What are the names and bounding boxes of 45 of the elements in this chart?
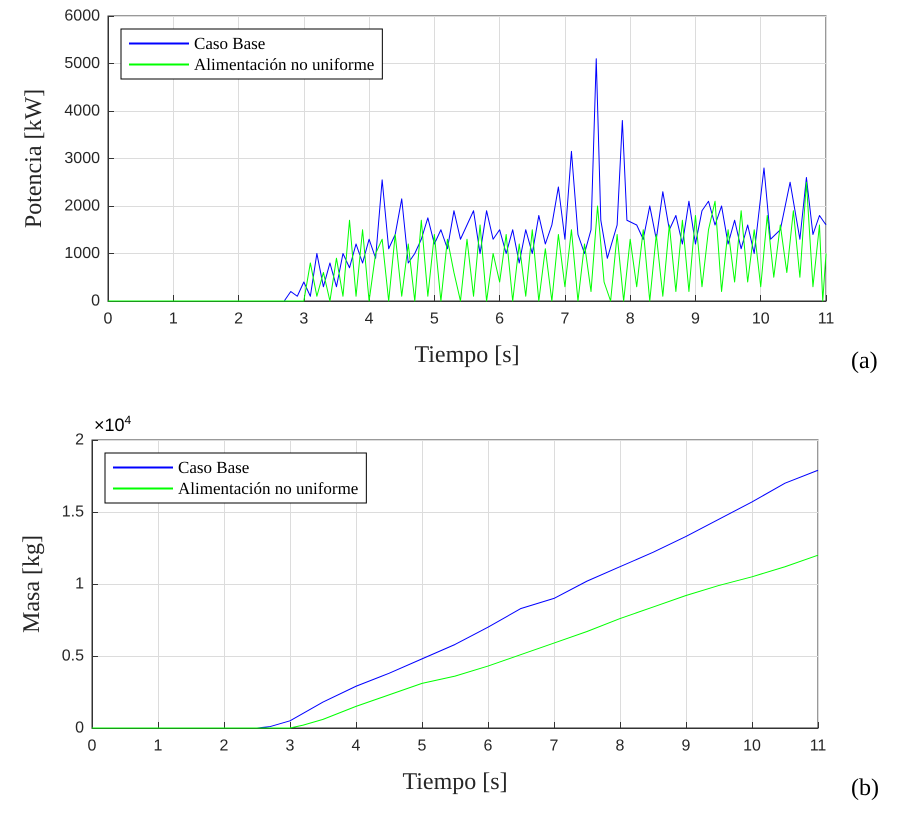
y-tick-label: 1000 (64, 245, 100, 262)
x-tick-label: 10 (752, 310, 770, 328)
x-tick-label: 7 (560, 310, 570, 328)
x-tick-label: 8 (616, 738, 625, 754)
x-tick-label: 4 (352, 738, 361, 754)
x-tick-label: 9 (691, 310, 700, 328)
y-tick-label: 5000 (64, 55, 100, 72)
y-axis-title: Potencia [kW] (21, 88, 47, 228)
y-tick-label: 0 (91, 292, 100, 310)
y-tick-label: 6000 (64, 8, 100, 24)
y-tick-label: 0 (75, 720, 84, 736)
legend-label: Caso Base (178, 458, 250, 477)
x-tick-label: 6 (484, 738, 493, 754)
x-tick-label: 5 (418, 738, 427, 754)
y-tick-label: 1.5 (62, 504, 84, 520)
y-tick-label: 2000 (64, 198, 100, 214)
x-tick-label: 1 (154, 738, 163, 754)
x-tick-label: 5 (430, 310, 439, 328)
x-tick-label: 0 (104, 310, 113, 328)
y-tick-label: 0.5 (62, 648, 84, 664)
x-tick-label: 2 (234, 310, 244, 328)
y-tick-label: 2 (75, 432, 84, 448)
legend-label: Alimentación no uniforme (194, 55, 374, 74)
legend-label: Caso Base (194, 34, 266, 53)
x-tick-label: 6 (495, 310, 504, 328)
x-tick-label: 10 (743, 738, 761, 754)
y-tick-label: 4000 (64, 102, 100, 120)
y-tick-label: 1 (75, 576, 84, 592)
x-axis-title: Tiempo [s] (402, 769, 508, 795)
x-tick-label: 1 (168, 310, 178, 328)
text: (a) (851, 348, 878, 374)
x-tick-label: 3 (299, 310, 308, 328)
legend-label: Alimentación no uniforme (178, 479, 358, 498)
x-tick-label: 2 (220, 738, 229, 754)
x-tick-label: 11 (810, 738, 826, 754)
x-tick-label: 4 (364, 310, 374, 328)
y-axis-title: Masa [kg] (19, 535, 45, 633)
x-tick-label: 9 (682, 738, 691, 754)
x-tick-label: 11 (818, 310, 834, 328)
y-tick-label: 3000 (64, 150, 100, 167)
x-axis-title: Tiempo [s] (414, 342, 520, 368)
x-tick-label: 7 (550, 738, 559, 754)
text: (b) (851, 775, 879, 801)
x-tick-label: 8 (626, 310, 635, 328)
x-tick-label: 3 (286, 738, 295, 754)
